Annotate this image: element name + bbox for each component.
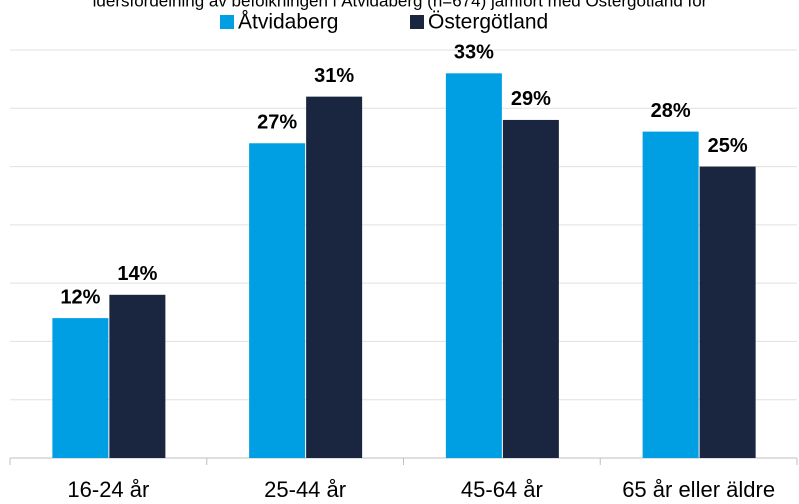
data-label: 33% bbox=[454, 42, 494, 64]
bar bbox=[109, 294, 166, 458]
bar bbox=[52, 318, 109, 458]
legend-label: Åtvidaberg bbox=[238, 11, 338, 34]
data-label: 12% bbox=[60, 286, 100, 308]
x-tick-label: 16-24 år bbox=[67, 477, 149, 502]
x-tick-label: 25-44 år bbox=[264, 477, 346, 502]
bar bbox=[699, 166, 756, 459]
data-label: 28% bbox=[651, 100, 691, 122]
bar bbox=[642, 131, 699, 458]
bar bbox=[502, 119, 559, 458]
bar bbox=[445, 73, 502, 459]
x-tick-label: 45-64 år bbox=[461, 477, 543, 502]
data-label: 14% bbox=[117, 263, 157, 285]
bar bbox=[249, 143, 306, 458]
data-label: 31% bbox=[314, 65, 354, 87]
chart-title: ldersfördelning av befolkningen i Åtvida… bbox=[93, 0, 708, 10]
legend-label: Östergötland bbox=[428, 11, 548, 34]
data-label: 27% bbox=[257, 112, 297, 134]
bar bbox=[306, 96, 363, 458]
data-label: 29% bbox=[511, 88, 551, 110]
legend-swatch bbox=[410, 15, 424, 29]
x-tick-label: 65 år eller äldre bbox=[622, 477, 775, 502]
data-label: 25% bbox=[708, 135, 748, 157]
legend-swatch bbox=[220, 15, 234, 29]
